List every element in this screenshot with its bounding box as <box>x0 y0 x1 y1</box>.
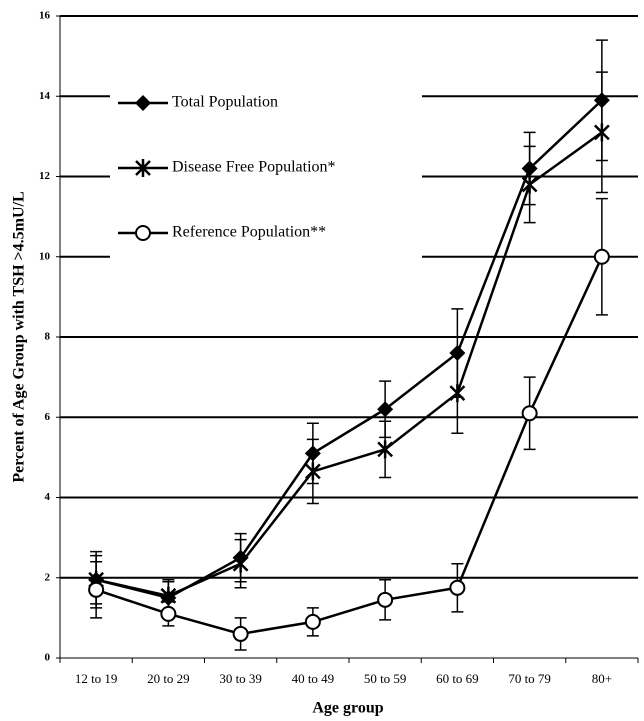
y-tick-label: 4 <box>45 491 51 503</box>
marker <box>304 462 321 481</box>
marker <box>377 591 394 608</box>
marker <box>304 613 321 630</box>
y-tick-label: 0 <box>45 652 51 664</box>
series-line <box>95 131 603 598</box>
y-tick-label: 6 <box>45 411 51 423</box>
marker <box>521 405 538 422</box>
y-tick-label: 10 <box>39 250 51 262</box>
marker <box>88 581 105 598</box>
marker <box>593 248 610 265</box>
legend-box <box>110 70 422 260</box>
marker <box>377 401 394 418</box>
marker <box>135 159 151 177</box>
x-tick-label: 60 to 69 <box>436 671 479 686</box>
y-tick-label: 12 <box>39 170 51 182</box>
x-tick-label: 30 to 39 <box>219 671 262 686</box>
x-tick-label: 40 to 49 <box>292 671 335 686</box>
x-tick-label: 20 to 29 <box>147 671 190 686</box>
y-tick-label: 2 <box>45 571 51 583</box>
marker <box>449 579 466 596</box>
legend-label: Disease Free Population* <box>172 159 336 176</box>
marker <box>449 384 466 403</box>
x-tick-label: 70 to 79 <box>508 671 551 686</box>
marker <box>160 605 177 622</box>
x-tick-label: 50 to 59 <box>364 671 407 686</box>
y-tick-label: 14 <box>39 90 51 102</box>
x-tick-label: 80+ <box>592 671 612 686</box>
marker <box>377 440 394 459</box>
y-tick-label: 8 <box>45 331 51 343</box>
series-line <box>95 256 604 636</box>
legend-label: Total Population <box>172 94 278 111</box>
marker <box>135 95 151 111</box>
x-tick-label: 12 to 19 <box>75 671 118 686</box>
x-axis-label: Age group <box>312 700 383 717</box>
marker <box>135 225 151 241</box>
y-tick-label: 16 <box>39 10 51 22</box>
y-axis-label: Percent of Age Group with TSH >4.5mU/L <box>11 191 28 482</box>
marker <box>521 175 538 194</box>
marker <box>232 554 249 573</box>
marker <box>593 123 610 142</box>
legend-label: Reference Population** <box>172 224 326 241</box>
marker <box>232 625 249 642</box>
